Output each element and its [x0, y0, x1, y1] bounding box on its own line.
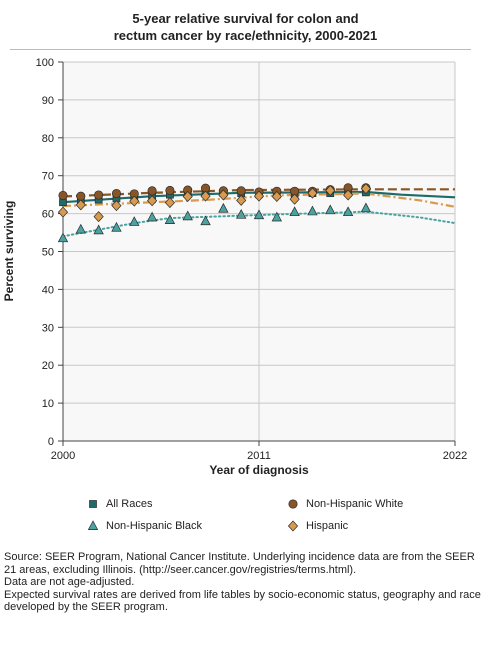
- non-hispanic-black-legend-swatch-icon: [87, 520, 99, 530]
- legend-label: Non-Hispanic White: [306, 498, 404, 510]
- non-hispanic-black-data-point: [342, 206, 354, 217]
- non-hispanic-white-data-point: [165, 185, 175, 196]
- y-tick-label: 10: [42, 398, 54, 410]
- hispanic-data-point: [111, 200, 122, 212]
- hispanic-data-point: [236, 194, 247, 206]
- hispanic-data-point: [57, 206, 69, 218]
- non-hispanic-black-data-point: [164, 214, 176, 224]
- legend-item-non-hispanic-black: Non-Hispanic Black: [86, 519, 202, 533]
- hispanic-data-point: [253, 190, 265, 202]
- chart-title-line-1: 5-year relative survival for colon and: [132, 11, 359, 26]
- non-hispanic-black-data-point: [200, 215, 211, 226]
- axes: 0 10 20 30 40 50 60 70 80 90 100 2000 2011 2022: [36, 57, 468, 462]
- title-divider: [10, 49, 471, 50]
- y-tick-label: 30: [42, 322, 54, 334]
- non-hispanic-black-data-point: [360, 202, 372, 213]
- legend-label: All Races: [106, 498, 153, 510]
- hispanic-data-point: [200, 190, 211, 202]
- non-hispanic-black-data-point: [57, 232, 69, 243]
- non-hispanic-white-data-point: [58, 190, 68, 200]
- chart-title-line-2: rectum cancer by race/ethnicity, 2000-20…: [113, 28, 378, 43]
- footnotes: Source: SEER Program, National Cancer In…: [4, 551, 488, 614]
- non-hispanic-black-data-point: [75, 223, 87, 234]
- non-hispanic-black-data-point: [182, 210, 193, 221]
- source-note: Source: SEER Program, National Cancer In…: [4, 551, 475, 576]
- non-hispanic-black-data-point: [289, 206, 300, 217]
- hispanic-legend-swatch-icon: [287, 520, 299, 532]
- hispanic-data-point: [360, 183, 371, 195]
- y-tick-label: 50: [42, 247, 54, 259]
- legend-label: Non-Hispanic Black: [106, 520, 202, 532]
- all-races-legend-marker: [89, 500, 97, 508]
- non-hispanic-black-data-point: [218, 202, 229, 213]
- legend-item-all-races: All Races: [86, 497, 152, 511]
- hispanic-data-point: [271, 191, 282, 203]
- non-hispanic-white-legend-marker: [288, 499, 298, 509]
- non-hispanic-black-data-point: [307, 205, 318, 216]
- hispanic-data-point: [75, 199, 86, 211]
- x-tick-label: 2011: [247, 450, 271, 462]
- non-hispanic-black-data-point: [253, 209, 265, 220]
- hispanic-data-point: [289, 193, 300, 205]
- age-adjustment-note: Data are not age-adjusted.: [4, 576, 135, 588]
- hispanic-data-point: [218, 189, 229, 201]
- hispanic-data-point: [147, 195, 158, 207]
- non-hispanic-white-data-point: [147, 186, 157, 196]
- y-tick-label: 0: [48, 436, 54, 448]
- non-hispanic-black-data-point: [325, 204, 336, 215]
- y-tick-label: 90: [42, 95, 54, 107]
- non-hispanic-black-data-point: [146, 211, 158, 222]
- hispanic-data-point: [164, 197, 175, 209]
- non-hispanic-white-legend-swatch-icon: [288, 499, 298, 509]
- hispanic-data-point: [325, 184, 336, 196]
- y-tick-label: 60: [42, 209, 54, 221]
- non-hispanic-black-data-point: [93, 224, 104, 235]
- non-hispanic-white-data-point: [76, 191, 86, 201]
- hispanic-legend-marker: [287, 520, 299, 532]
- data-markers: [57, 183, 372, 243]
- non-hispanic-white-data-point: [94, 190, 104, 200]
- non-hispanic-black-data-point: [111, 221, 122, 232]
- hispanic-data-point: [129, 195, 140, 207]
- legend-label: Hispanic: [306, 520, 349, 532]
- all-races-legend-swatch-icon: [89, 500, 97, 508]
- legend-item-hispanic: Hispanic: [286, 519, 348, 533]
- chart-title: 5-year relative survival for colon and r…: [0, 10, 491, 44]
- non-hispanic-black-data-point: [129, 216, 140, 226]
- x-axis-label: Year of diagnosis: [209, 463, 309, 477]
- hispanic-data-point: [182, 191, 193, 203]
- non-hispanic-black-data-point: [271, 211, 283, 222]
- non-hispanic-white-data-point: [236, 186, 246, 196]
- hispanic-data-point: [343, 189, 354, 201]
- legend-item-non-hispanic-white: Non-Hispanic White: [286, 497, 403, 511]
- y-tick-label: 100: [36, 57, 54, 69]
- y-tick-label: 20: [42, 360, 54, 372]
- non-hispanic-black-data-point: [235, 208, 247, 219]
- hispanic-data-point: [93, 211, 104, 223]
- y-tick-label: 80: [42, 133, 54, 145]
- x-tick-label: 2022: [443, 450, 467, 462]
- y-tick-label: 70: [42, 171, 54, 183]
- hispanic-data-point: [307, 187, 318, 199]
- y-axis-label: Percent surviving: [2, 201, 16, 302]
- x-tick-label: 2000: [51, 450, 75, 462]
- non-hispanic-black-legend-marker: [87, 520, 99, 530]
- y-tick-label: 40: [42, 284, 54, 296]
- expected-survival-note: Expected survival rates are derived from…: [4, 588, 481, 614]
- non-hispanic-white-trend-line: [62, 188, 455, 198]
- non-hispanic-white-data-point: [111, 188, 122, 199]
